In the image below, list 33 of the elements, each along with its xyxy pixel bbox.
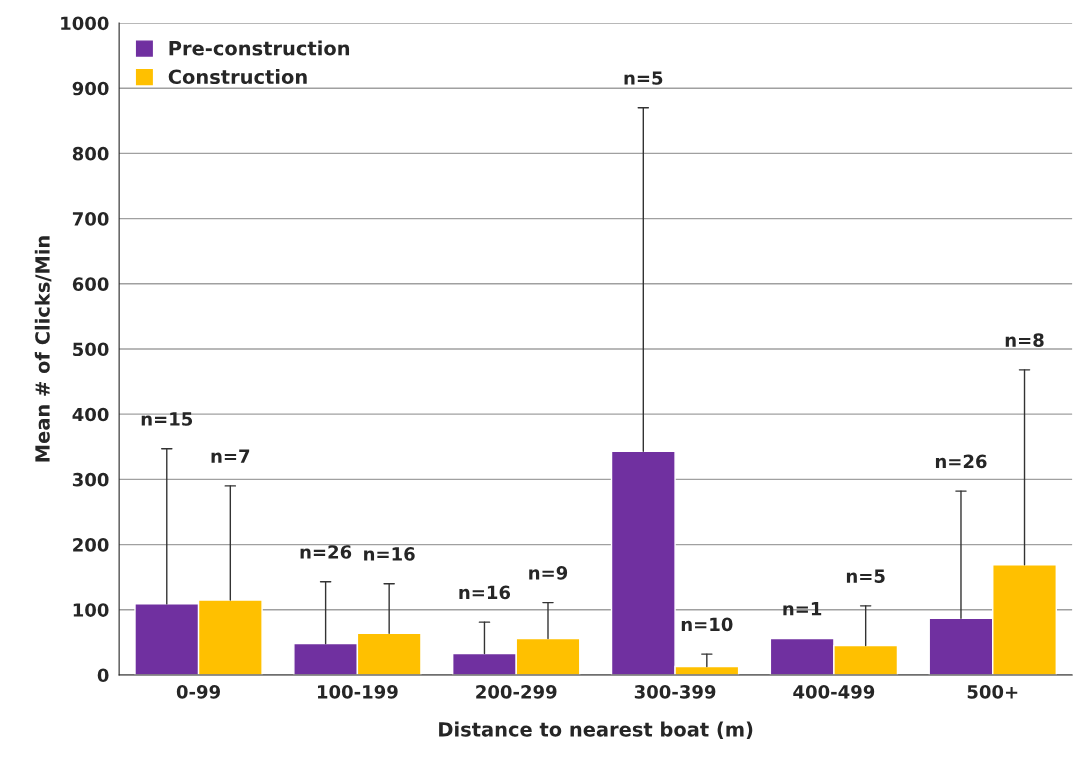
y-tick-label: 700 bbox=[72, 212, 109, 226]
x-tick-label: 0-99 bbox=[176, 685, 220, 699]
x-tick-label: 400-499 bbox=[793, 685, 875, 699]
annotation: n=10 bbox=[681, 617, 733, 632]
annotation: n=5 bbox=[846, 569, 885, 583]
x-tick-label: 300-399 bbox=[634, 685, 716, 699]
annotation: n=26 bbox=[300, 545, 352, 559]
y-tick-label: 200 bbox=[73, 538, 109, 552]
y-tick-label: 1000 bbox=[61, 16, 109, 31]
y-tick-label: 500 bbox=[73, 342, 109, 357]
y-tick-label: 400 bbox=[72, 407, 109, 422]
y-tick-label: 300 bbox=[72, 472, 109, 487]
annotation: n=26 bbox=[935, 454, 987, 469]
x-axis-title: Distance to nearest boat (m) bbox=[439, 721, 753, 739]
y-tick-label: 900 bbox=[72, 81, 109, 96]
annotation: n=16 bbox=[459, 585, 511, 600]
annotation: n=8 bbox=[1005, 333, 1044, 347]
y-axis-title: Mean # of Clicks/Min bbox=[34, 236, 52, 462]
legend-label: Construction bbox=[168, 69, 307, 85]
annotation: n=15 bbox=[141, 412, 193, 426]
annotation: n=7 bbox=[211, 449, 250, 463]
x-tick-label: 200-299 bbox=[476, 685, 557, 699]
annotation: n=16 bbox=[364, 547, 415, 561]
x-tick-label: 100-199 bbox=[317, 685, 398, 699]
y-tick-label: 600 bbox=[72, 277, 109, 291]
y-tick-label: 100 bbox=[73, 603, 109, 617]
annotation: n=9 bbox=[529, 566, 568, 580]
y-tick-label: 0 bbox=[97, 668, 109, 683]
annotation: n=5 bbox=[624, 71, 663, 85]
legend-label: Pre-construction bbox=[169, 40, 350, 56]
x-tick-label: 500+ bbox=[967, 685, 1018, 699]
annotation: n=1 bbox=[783, 602, 822, 616]
y-tick-label: 800 bbox=[72, 146, 109, 161]
